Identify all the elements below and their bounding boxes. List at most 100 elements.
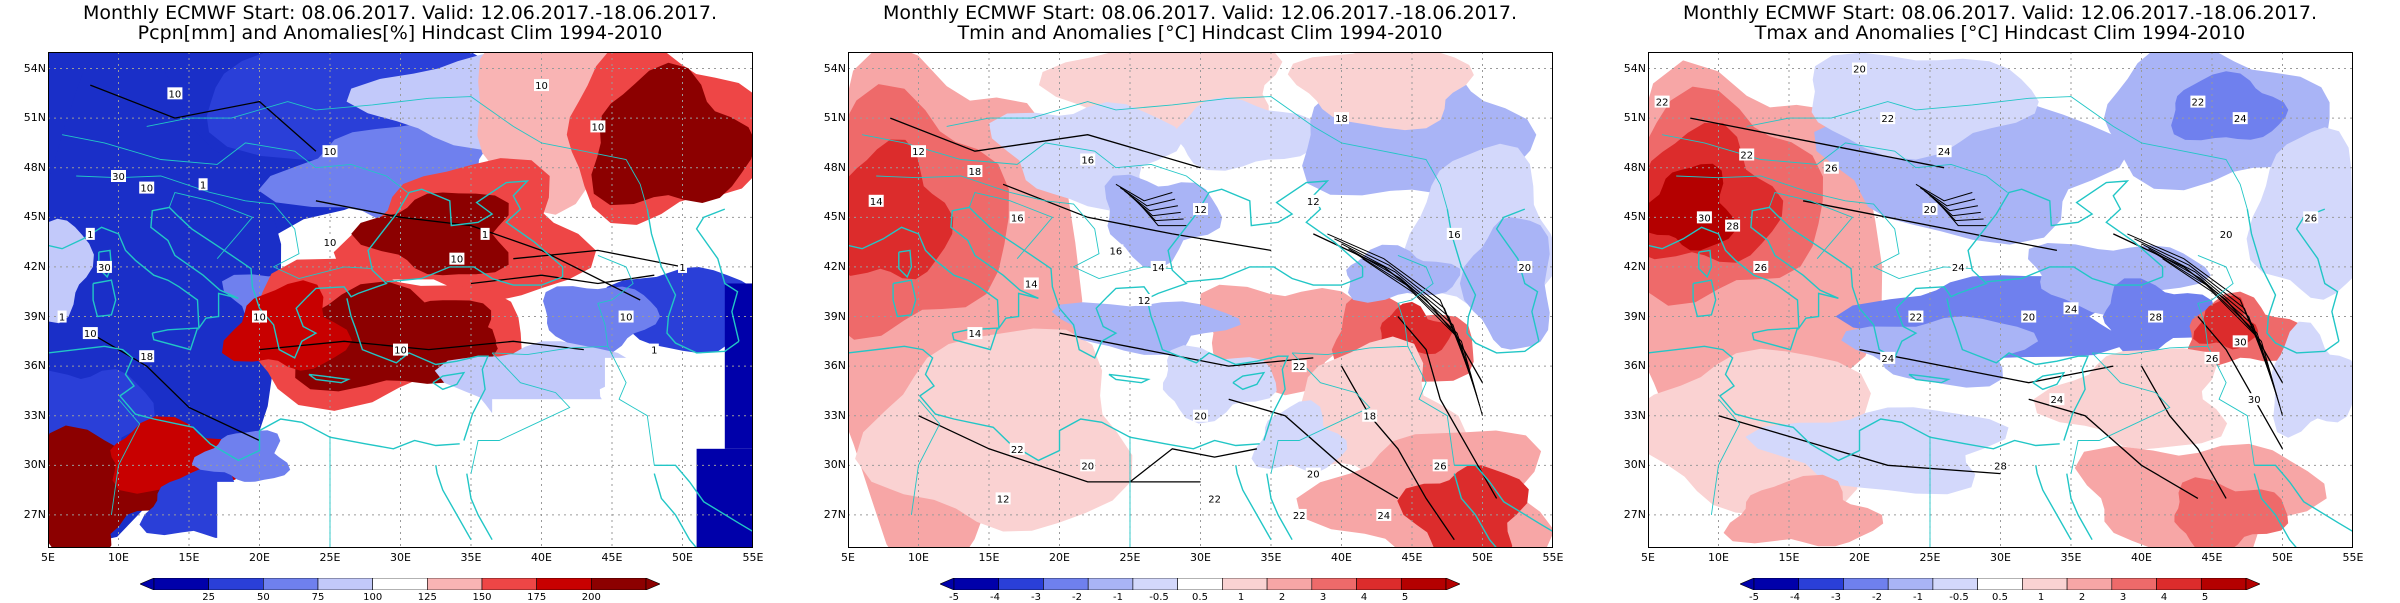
country-border — [1407, 346, 1455, 466]
map-svg: 12 14 16 18 12 16 14 16 14 12 12 22 22 18 20 22 20 24 26 20… — [848, 52, 1553, 548]
coastline — [1648, 180, 2164, 359]
contour-label: 22 — [1654, 95, 1670, 109]
coastline — [1751, 327, 1799, 351]
lat-tick-label: 45N — [23, 210, 46, 224]
svg-text:18: 18 — [1335, 114, 1348, 125]
lon-tick-label: 45E — [1401, 551, 1423, 564]
anomaly-field — [48, 218, 94, 324]
panel-precip: Monthly ECMWF Start: 08.06.2017. Valid: … — [0, 0, 800, 603]
contour-label: 1 — [57, 310, 67, 324]
svg-text:14: 14 — [969, 329, 982, 340]
anomaly-field — [543, 286, 661, 356]
lon-tick-label: 55E — [2342, 551, 2364, 564]
contour-label: 22 — [2190, 95, 2206, 109]
lat-tick-label: 48N — [1623, 160, 1646, 174]
svg-text:1: 1 — [59, 313, 65, 324]
svg-text:22: 22 — [1293, 362, 1306, 373]
contour-line — [1690, 117, 1945, 169]
country-border — [1341, 142, 1448, 210]
contour-label: 22 — [1291, 508, 1307, 522]
map-svg: 10 10 10 10 1 1 10 30 1 30 10 10 10 18 10 1 10 1 10 1 — [48, 52, 753, 548]
svg-text:22: 22 — [1011, 445, 1024, 456]
colorbar-label: 200 — [581, 592, 601, 603]
svg-text:26: 26 — [1754, 263, 1767, 274]
svg-text:10: 10 — [535, 81, 548, 92]
svg-text:28: 28 — [1726, 222, 1739, 233]
lat-tick-label: 54N — [23, 61, 46, 75]
colorbar-swatch — [153, 578, 209, 590]
svg-text:1: 1 — [87, 230, 93, 241]
colorbar-swatch — [1356, 578, 1402, 590]
contour-label: 1 — [649, 343, 659, 357]
svg-text:30: 30 — [2234, 337, 2247, 348]
contour-line — [2028, 398, 2199, 499]
map-layers: 10 10 10 10 1 1 10 30 1 30 10 10 10 18 10 1 10 1 10 1 — [48, 52, 753, 548]
country-border — [62, 134, 408, 193]
colorbar-swatch — [2022, 578, 2068, 590]
contour-line — [259, 340, 584, 351]
contour-label: 26 — [2204, 351, 2220, 365]
colorbar-arrow-high — [645, 578, 660, 590]
contour-label: 28 — [1725, 219, 1741, 233]
colorbar-label: -1 — [1913, 592, 1923, 603]
anomaly-field — [1397, 465, 1529, 548]
coastline — [1146, 298, 1289, 441]
country-border — [2092, 254, 2234, 356]
country-border — [946, 96, 1342, 144]
lat-tick-label: 39N — [23, 309, 46, 323]
svg-text:14: 14 — [1025, 279, 1038, 290]
contour-line — [1119, 187, 1176, 207]
contour-line — [1129, 448, 1258, 483]
colorbar-swatch — [208, 578, 264, 590]
panel-tmin: Monthly ECMWF Start: 08.06.2017. Valid: … — [800, 0, 1600, 603]
map-frame — [1648, 52, 2353, 548]
map-layers: 22 20 22 24 26 22 30 28 26 20 24 22 20 24 28 26 30 24 24 30… — [1648, 52, 2353, 548]
colorbar-label: 150 — [472, 592, 492, 603]
colorbar-label: 4 — [2160, 592, 2168, 603]
contour-line — [890, 117, 1201, 169]
coastline — [308, 373, 351, 384]
contour-label: 10 — [534, 79, 549, 92]
lat-tick-label: 51N — [1623, 111, 1646, 125]
svg-text:10: 10 — [324, 147, 337, 158]
colorbar-label: -5 — [1749, 592, 1759, 603]
lat-tick-label: 36N — [823, 359, 846, 373]
colorbar-label: -5 — [949, 592, 959, 603]
svg-text:12: 12 — [912, 147, 925, 158]
contour-label: 30 — [1696, 211, 1712, 224]
anomaly-field — [191, 430, 291, 483]
contour-line — [513, 249, 683, 268]
contour-label: 22 — [1739, 148, 1755, 162]
svg-text:30: 30 — [98, 263, 111, 274]
coastline — [1186, 266, 1363, 286]
contour-label: 18 — [1334, 112, 1349, 125]
colorbar-swatch — [536, 578, 592, 590]
svg-text:26: 26 — [2304, 213, 2317, 224]
coastline — [1692, 279, 1717, 318]
svg-text:10: 10 — [620, 313, 633, 324]
colorbar-label: 4 — [1360, 592, 1368, 603]
anomaly-field — [2171, 71, 2289, 141]
lat-tick-label: 42N — [1623, 259, 1646, 273]
coastline — [1266, 473, 1293, 541]
svg-text:28: 28 — [1994, 461, 2007, 472]
anomaly-field — [1175, 97, 1317, 171]
coastline — [2246, 208, 2340, 354]
coastline — [951, 327, 999, 351]
lat-tick-label: 33N — [1623, 408, 1646, 422]
svg-text:24: 24 — [1377, 511, 1390, 522]
country-border — [862, 134, 1208, 193]
svg-text:16: 16 — [1011, 213, 1024, 224]
coastline — [1986, 266, 2163, 286]
colorbar — [140, 578, 660, 590]
contour-label: 18 — [1362, 409, 1378, 423]
svg-text:22: 22 — [1293, 511, 1306, 522]
contour-label: 30 — [2246, 393, 2262, 406]
colorbar-swatch — [1932, 578, 1978, 590]
contour-line — [470, 274, 655, 285]
svg-text:10: 10 — [140, 184, 153, 195]
colorbar-label: 1 — [2037, 592, 2045, 603]
coastline — [1698, 249, 1713, 279]
contour-label: 24 — [2049, 393, 2065, 406]
lat-tick-label: 30N — [23, 458, 46, 472]
